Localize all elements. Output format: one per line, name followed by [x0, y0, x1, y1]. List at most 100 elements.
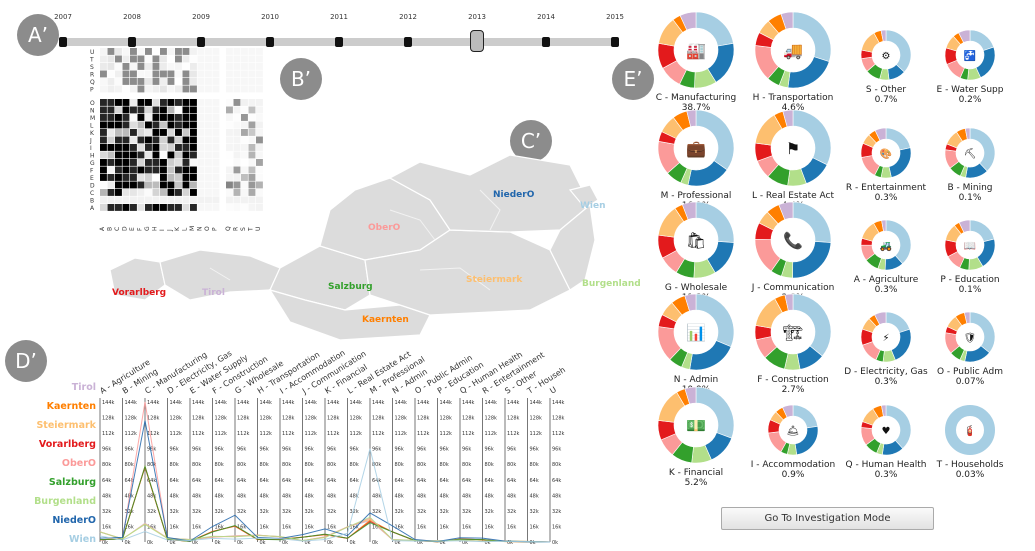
matrix-cell[interactable]: [122, 85, 130, 93]
matrix-cell[interactable]: [100, 144, 107, 151]
matrix-cell[interactable]: [152, 204, 160, 211]
matrix-cell[interactable]: [152, 136, 160, 144]
matrix-cell[interactable]: [115, 196, 122, 204]
matrix-cell[interactable]: [130, 189, 137, 196]
matrix-cell[interactable]: [115, 85, 122, 93]
timeline-tick-2012[interactable]: [404, 37, 412, 47]
matrix-cell[interactable]: [233, 181, 241, 189]
matrix-cell[interactable]: [115, 159, 122, 166]
matrix-cell[interactable]: [145, 114, 152, 121]
matrix-cell[interactable]: [100, 55, 107, 63]
matrix-cell[interactable]: [122, 129, 130, 136]
matrix-cell[interactable]: [256, 196, 263, 204]
matrix-cell[interactable]: [137, 63, 145, 70]
matrix-cell[interactable]: [175, 99, 182, 106]
matrix-cell[interactable]: [137, 55, 145, 63]
matrix-cell[interactable]: [190, 159, 197, 166]
matrix-cell[interactable]: [182, 144, 190, 151]
matrix-cell[interactable]: [197, 48, 205, 55]
matrix-cell[interactable]: [241, 204, 248, 211]
matrix-cell[interactable]: [107, 144, 115, 151]
matrix-cell[interactable]: [256, 189, 263, 196]
timeline-tick-2007[interactable]: [59, 37, 67, 47]
matrix-cell[interactable]: [175, 129, 182, 136]
matrix-cell[interactable]: [175, 204, 182, 211]
matrix-cell[interactable]: [248, 63, 256, 70]
matrix-cell[interactable]: [115, 204, 122, 211]
donut-chart[interactable]: 📖: [943, 218, 997, 272]
matrix-cell[interactable]: [226, 144, 233, 151]
matrix-cell[interactable]: [137, 85, 145, 93]
matrix-cell[interactable]: [152, 114, 160, 121]
matrix-cell[interactable]: [160, 106, 167, 114]
pc-state-label[interactable]: Tirol: [72, 382, 96, 393]
matrix-cell[interactable]: [137, 99, 145, 106]
matrix-cell[interactable]: [160, 55, 167, 63]
matrix-cell[interactable]: [197, 129, 205, 136]
donut-chart[interactable]: 🎨: [859, 126, 913, 180]
matrix-cell[interactable]: [145, 48, 152, 55]
matrix-cell[interactable]: [130, 159, 137, 166]
matrix-cell[interactable]: [197, 85, 205, 93]
matrix-cell[interactable]: [107, 151, 115, 159]
matrix-cell[interactable]: [182, 136, 190, 144]
matrix-cell[interactable]: [167, 114, 175, 121]
matrix-cell[interactable]: [190, 196, 197, 204]
donut-chart[interactable]: ⛏: [943, 126, 997, 180]
matrix-cell[interactable]: [152, 121, 160, 129]
matrix-cell[interactable]: [100, 174, 107, 181]
matrix-cell[interactable]: [182, 174, 190, 181]
matrix-cell[interactable]: [122, 204, 130, 211]
matrix-cell[interactable]: [175, 106, 182, 114]
matrix-cell[interactable]: [256, 181, 263, 189]
matrix-cell[interactable]: [212, 63, 220, 70]
matrix-cell[interactable]: [256, 129, 263, 136]
matrix-cell[interactable]: [107, 121, 115, 129]
matrix-cell[interactable]: [248, 136, 256, 144]
matrix-cell[interactable]: [145, 99, 152, 106]
matrix-cell[interactable]: [226, 114, 233, 121]
matrix-cell[interactable]: [130, 99, 137, 106]
matrix-cell[interactable]: [256, 174, 263, 181]
matrix-cell[interactable]: [115, 174, 122, 181]
matrix-cell[interactable]: [197, 70, 205, 78]
matrix-cell[interactable]: [115, 189, 122, 196]
matrix-cell[interactable]: [167, 85, 175, 93]
matrix-cell[interactable]: [212, 55, 220, 63]
matrix-cell[interactable]: [197, 99, 205, 106]
matrix-cell[interactable]: [100, 114, 107, 121]
matrix-cell[interactable]: [205, 159, 212, 166]
pc-state-label[interactable]: Vorarlberg: [39, 439, 96, 450]
matrix-cell[interactable]: [241, 181, 248, 189]
matrix-cell[interactable]: [100, 136, 107, 144]
matrix-cell[interactable]: [248, 166, 256, 174]
matrix-cell[interactable]: [160, 166, 167, 174]
matrix-cell[interactable]: [137, 48, 145, 55]
matrix-cell[interactable]: [241, 159, 248, 166]
matrix-cell[interactable]: [115, 78, 122, 85]
matrix-cell[interactable]: [115, 55, 122, 63]
sector-donut[interactable]: 🏗 F - Construction 2.7%: [733, 292, 853, 395]
matrix-cell[interactable]: [226, 136, 233, 144]
matrix-cell[interactable]: [167, 121, 175, 129]
matrix-cell[interactable]: [115, 144, 122, 151]
matrix-cell[interactable]: [107, 99, 115, 106]
matrix-cell[interactable]: [190, 121, 197, 129]
matrix-cell[interactable]: [182, 181, 190, 189]
matrix-cell[interactable]: [152, 159, 160, 166]
matrix-cell[interactable]: [122, 106, 130, 114]
austria-map[interactable]: Vorarlberg Tirol Salzburg Kaernten OberO Stei…: [90, 150, 650, 340]
matrix-cell[interactable]: [145, 151, 152, 159]
matrix-cell[interactable]: [107, 189, 115, 196]
matrix-cell[interactable]: [256, 63, 263, 70]
matrix-cell[interactable]: [190, 106, 197, 114]
matrix-cell[interactable]: [212, 129, 220, 136]
matrix-cell[interactable]: [175, 174, 182, 181]
matrix-cell[interactable]: [256, 70, 263, 78]
matrix-cell[interactable]: [248, 129, 256, 136]
matrix-cell[interactable]: [256, 204, 263, 211]
pc-state-label[interactable]: Steiermark: [36, 420, 96, 431]
sector-donut[interactable]: 🚚 H - Transportation 4.6%: [733, 10, 853, 113]
matrix-cell[interactable]: [233, 166, 241, 174]
matrix-cell[interactable]: [212, 70, 220, 78]
